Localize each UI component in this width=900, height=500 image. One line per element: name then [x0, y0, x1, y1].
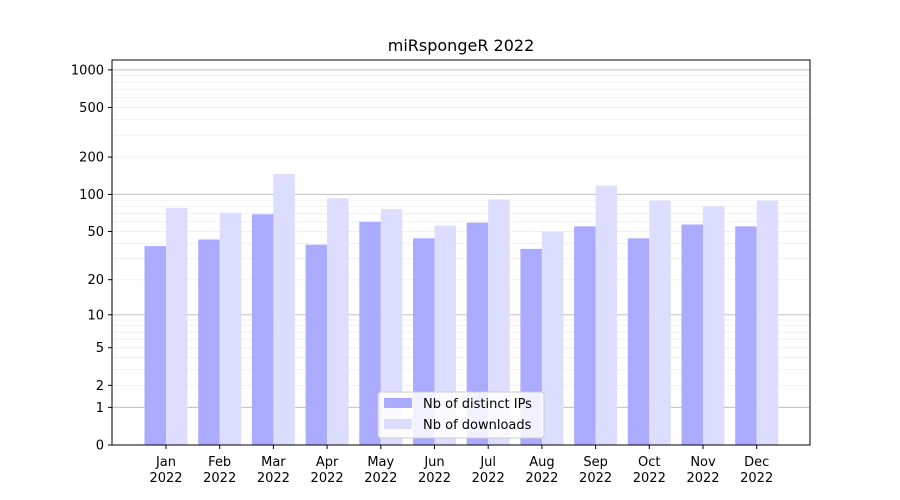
x-tick-label-month: May [367, 455, 394, 470]
bar-distinct-ips [144, 246, 166, 445]
x-tick-label-month: Mar [261, 455, 286, 470]
bars [144, 174, 779, 445]
x-tick-label-month: Aug [529, 455, 554, 470]
bar-downloads [166, 207, 188, 445]
bar-downloads [595, 185, 618, 445]
x-tick-label-month: Sep [583, 455, 608, 470]
x-tick-label-year: 2022 [364, 471, 397, 486]
bar-downloads [219, 212, 242, 445]
x-tick-label-month: Nov [690, 455, 716, 470]
x-tick-label-month: Dec [744, 455, 769, 470]
x-tick-label-year: 2022 [149, 471, 182, 486]
x-tick-label-month: Jun [423, 455, 444, 470]
bar-distinct-ips [681, 224, 703, 445]
bar-distinct-ips [574, 226, 596, 445]
bar-downloads [756, 200, 779, 445]
x-tick-label-month: Feb [208, 455, 231, 470]
x-tick-label-year: 2022 [579, 471, 612, 486]
bar-distinct-ips [198, 239, 220, 445]
bar-downloads [488, 199, 510, 445]
x-tick-label-month: Oct [638, 455, 660, 470]
y-axis: 0 1 2 5 10 20 50 100 200 500 1000 [71, 63, 112, 454]
bar-distinct-ips [305, 244, 328, 445]
plot-frame [111, 59, 811, 446]
y-tick-label: 200 [79, 151, 104, 166]
x-tick-label-year: 2022 [257, 471, 290, 486]
chart-title: miRspongeR 2022 [388, 36, 535, 55]
y-tick-label: 100 [79, 188, 104, 203]
bar-downloads [434, 225, 456, 445]
bar-downloads [703, 206, 725, 445]
bar-downloads [327, 198, 349, 445]
legend-swatch [384, 419, 412, 429]
x-tick-label-year: 2022 [525, 471, 558, 486]
bar-downloads [649, 200, 671, 445]
x-tick-label-year: 2022 [203, 471, 236, 486]
legend: Nb of distinct IPs Nb of downloads [377, 391, 545, 439]
y-tick-label: 0 [96, 439, 104, 454]
bar-distinct-ips [359, 221, 381, 445]
y-tick-label: 1 [96, 401, 104, 416]
legend-label: Nb of downloads [423, 418, 532, 433]
legend-swatch [384, 398, 412, 408]
x-tick-label-year: 2022 [740, 471, 773, 486]
x-tick-label-month: Jul [479, 455, 496, 470]
y-tick-label: 5 [96, 341, 104, 356]
bar-distinct-ips [251, 214, 274, 445]
x-tick-label-year: 2022 [633, 471, 666, 486]
x-tick-label-year: 2022 [311, 471, 344, 486]
x-tick-label-year: 2022 [472, 471, 505, 486]
y-tick-label: 1000 [71, 63, 104, 78]
y-tick-label: 10 [87, 308, 104, 323]
bar-distinct-ips [466, 222, 489, 445]
bar-downloads [273, 174, 295, 445]
x-tick-label-month: Apr [316, 455, 339, 470]
y-tick-label: 2 [96, 379, 104, 394]
x-tick-label-month: Jan [155, 455, 176, 470]
x-tick-label-year: 2022 [686, 471, 719, 486]
bar-downloads [541, 231, 564, 445]
bar-distinct-ips [735, 226, 757, 445]
y-tick-label: 20 [87, 273, 104, 288]
legend-label: Nb of distinct IPs [423, 397, 532, 412]
bar-distinct-ips [627, 238, 650, 445]
bar-downloads [380, 209, 403, 445]
y-tick-label: 500 [79, 101, 104, 116]
y-tick-label: 50 [87, 225, 104, 240]
x-axis: Jan2022Feb2022Mar2022Apr2022May2022Jun20… [149, 445, 773, 486]
x-tick-label-year: 2022 [418, 471, 451, 486]
legend-box [377, 391, 545, 439]
